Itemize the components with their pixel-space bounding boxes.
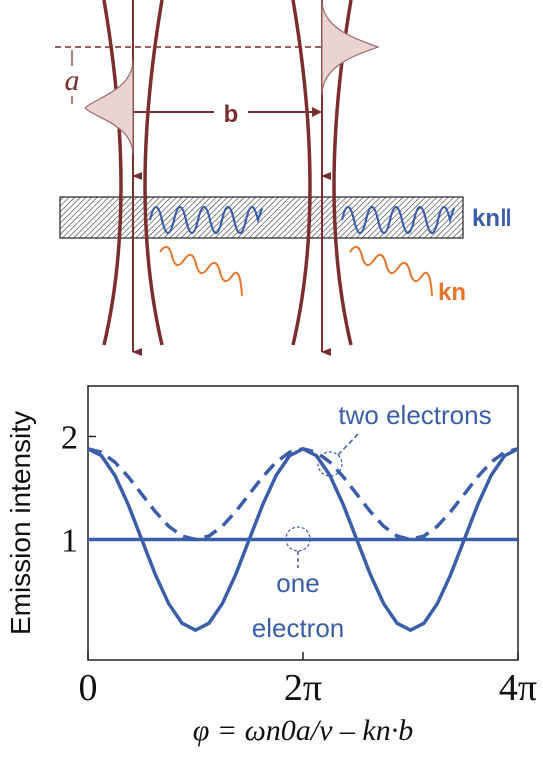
wavepacket xyxy=(321,0,380,96)
k-parallel-label: kn‖ xyxy=(472,205,512,232)
trajectories xyxy=(132,0,331,356)
emitted-waves xyxy=(159,245,433,297)
y-tick-label: 2 xyxy=(61,419,78,456)
diagram: b a kn‖ kn xyxy=(55,0,512,356)
annotation: one xyxy=(276,568,319,598)
y-axis-label: Emission intensity xyxy=(5,411,36,635)
callout-circle xyxy=(317,451,343,477)
annotation: two electrons xyxy=(338,400,491,430)
x-tick-label: 2π xyxy=(284,667,322,709)
callout-line xyxy=(337,431,361,456)
wavepacket xyxy=(84,59,134,156)
slab xyxy=(59,196,464,239)
b-label: b xyxy=(224,101,239,128)
surface-waves xyxy=(148,205,456,235)
a-label-bg xyxy=(60,66,84,96)
x-axis-label: φ = ωn0a/v – kn·b xyxy=(193,714,414,747)
b-arrowhead xyxy=(312,107,322,117)
k-label: kn xyxy=(438,279,466,306)
beams xyxy=(102,0,353,346)
x-tick-label: 4π xyxy=(499,667,537,709)
b-label-bg xyxy=(214,98,248,126)
series-line xyxy=(87,447,519,542)
annotation: electron xyxy=(252,613,345,643)
a-label: a xyxy=(65,64,80,97)
x-tick-label: 0 xyxy=(79,667,98,709)
y-tick-label: 1 xyxy=(61,522,78,559)
